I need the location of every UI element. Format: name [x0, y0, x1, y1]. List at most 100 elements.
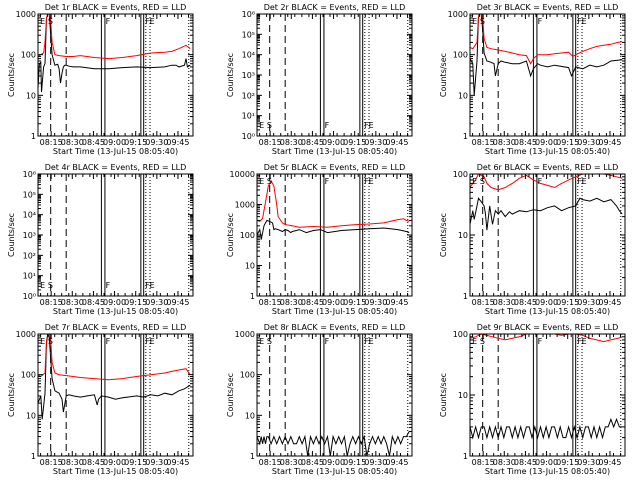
y-tick-label: 100 — [240, 231, 255, 240]
series-line-events — [38, 334, 191, 420]
x-tick-label: 08:45 — [514, 138, 537, 147]
y-axis-label: Counts/sec — [439, 373, 448, 417]
event-marker-fe: FE — [145, 337, 155, 346]
panel-title: Det 5r BLACK = Events, RED = LLD — [264, 163, 406, 172]
event-marker-s: S — [480, 177, 485, 186]
y-tick-label: 10⁶ — [242, 10, 255, 19]
y-tick-label: 10 — [458, 231, 468, 240]
series-line-lld — [38, 14, 191, 60]
series-line-events — [470, 197, 623, 231]
series-group — [257, 431, 410, 456]
event-marker-f: F — [106, 337, 111, 346]
y-tick-label: 10 — [458, 91, 468, 100]
y-axis-label: Counts/sec — [7, 213, 16, 257]
event-marker-e: E — [472, 337, 477, 346]
y-tick-label: 1000 — [235, 330, 255, 339]
x-tick-label: 09:30 — [577, 138, 600, 147]
y-tick-label: 10⁴ — [23, 211, 36, 220]
event-marker-e: E — [40, 17, 45, 26]
y-tick-label: 1000 — [235, 201, 255, 210]
panel-title: Det 6r BLACK = Events, RED = LLD — [477, 163, 619, 172]
x-tick-label: 08:45 — [301, 298, 324, 307]
event-marker-fe: FE — [364, 177, 374, 186]
event-lines — [269, 334, 409, 456]
x-tick-label: 09:45 — [166, 458, 189, 467]
y-tick-label: 10³ — [242, 71, 255, 80]
series-line-events — [470, 417, 623, 440]
x-tick-label: 09:00 — [322, 138, 345, 147]
event-lines — [269, 174, 409, 296]
x-axis-label: Start Time (13-Jul-15 08:05:40) — [272, 467, 397, 476]
x-tick-label: 09:30 — [577, 298, 600, 307]
y-tick-label: 10 — [245, 262, 255, 271]
y-tick-label: 10⁵ — [23, 190, 36, 199]
x-tick-label: 08:15 — [259, 458, 282, 467]
y-tick-label: 1 — [31, 452, 36, 461]
x-axis-label: Start Time (13-Jul-15 08:05:40) — [53, 307, 178, 316]
panel-frame — [37, 13, 194, 137]
y-tick-label: 1 — [463, 292, 468, 301]
series-line-events — [257, 219, 410, 240]
x-tick-label: 08:45 — [514, 298, 537, 307]
event-marker-s: S — [267, 337, 272, 346]
x-tick-label: 09:15 — [124, 138, 147, 147]
x-axis-label: Start Time (13-Jul-15 08:05:40) — [485, 467, 610, 476]
series-line-lld — [470, 174, 623, 191]
y-tick-label: 10⁶ — [23, 170, 36, 179]
event-marker-e: E — [259, 337, 264, 346]
x-axis-label: Start Time (13-Jul-15 08:05:40) — [272, 147, 397, 156]
x-axis-label: Start Time (13-Jul-15 08:05:40) — [272, 307, 397, 316]
event-marker-e: E — [472, 17, 477, 26]
y-tick-label: 10¹ — [242, 112, 255, 121]
y-axis-label: Counts/sec — [7, 373, 16, 417]
x-axis-label: Start Time (13-Jul-15 08:05:40) — [53, 147, 178, 156]
panel-frame — [256, 173, 413, 297]
series-group — [470, 14, 623, 96]
event-marker-e: E — [472, 177, 477, 186]
x-axis-label: Start Time (13-Jul-15 08:05:40) — [53, 467, 178, 476]
x-tick-label: 09:15 — [124, 298, 147, 307]
y-tick-label: 1000 — [16, 330, 36, 339]
y-tick-label: 10 — [245, 411, 255, 420]
x-tick-label: 08:30 — [280, 138, 303, 147]
event-lines — [482, 174, 622, 296]
y-tick-label: 10 — [26, 411, 36, 420]
event-lines — [50, 174, 190, 296]
x-tick-label: 08:30 — [61, 138, 84, 147]
x-tick-label: 08:15 — [259, 298, 282, 307]
x-tick-label: 09:15 — [343, 458, 366, 467]
x-tick-label: 08:30 — [280, 458, 303, 467]
event-marker-e: E — [40, 281, 45, 290]
event-marker-f: F — [538, 177, 543, 186]
y-tick-label: 10² — [242, 91, 255, 100]
x-tick-label: 09:00 — [535, 138, 558, 147]
panel-frame — [469, 13, 626, 137]
y-tick-label: 10000 — [230, 170, 255, 179]
y-tick-label: 1 — [250, 292, 255, 301]
event-marker-e: E — [40, 337, 45, 346]
x-tick-label: 09:45 — [598, 138, 621, 147]
series-line-lld — [470, 334, 623, 343]
y-tick-label: 100 — [453, 170, 468, 179]
y-tick-label: 10³ — [23, 231, 36, 240]
x-tick-label: 08:30 — [61, 298, 84, 307]
y-tick-label: 1000 — [16, 10, 36, 19]
x-tick-label: 09:45 — [166, 298, 189, 307]
y-tick-label: 100 — [453, 51, 468, 60]
x-tick-label: 09:15 — [556, 138, 579, 147]
panel-frame — [256, 13, 413, 137]
event-marker-e: E — [259, 121, 264, 130]
x-tick-label: 08:30 — [493, 298, 516, 307]
x-tick-label: 09:45 — [598, 458, 621, 467]
event-marker-fe: FE — [145, 17, 155, 26]
y-tick-label: 1 — [463, 452, 468, 461]
x-tick-label: 08:15 — [40, 458, 63, 467]
panel-title: Det 9r BLACK = Events, RED = LLD — [477, 323, 619, 332]
x-tick-label: 08:30 — [493, 458, 516, 467]
